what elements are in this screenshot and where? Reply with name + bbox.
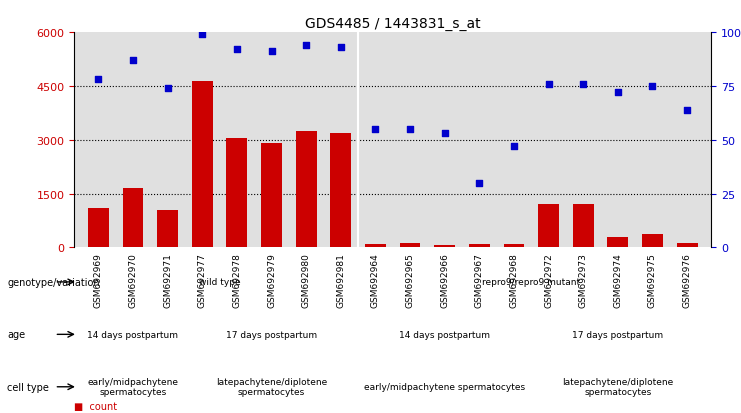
Bar	[399, 244, 420, 248]
Bar	[261, 144, 282, 248]
Text: ■  count: ■ count	[74, 401, 117, 411]
Bar	[642, 234, 663, 248]
Bar	[677, 243, 697, 248]
Bar	[538, 205, 559, 248]
Text: cell type: cell type	[7, 382, 50, 392]
Point	[93, 77, 104, 83]
Point	[404, 126, 416, 133]
Bar	[88, 209, 109, 248]
Point	[265, 49, 277, 56]
Bar	[573, 205, 594, 248]
Bar	[504, 244, 525, 248]
Bar	[330, 133, 351, 248]
Bar	[608, 237, 628, 248]
Point	[162, 85, 173, 92]
Bar	[469, 244, 490, 248]
Point	[370, 126, 382, 133]
Point	[542, 81, 554, 88]
Point	[612, 90, 624, 97]
Point	[473, 180, 485, 187]
Point	[647, 83, 659, 90]
Text: early/midpachytene spermatocytes: early/midpachytene spermatocytes	[364, 382, 525, 392]
Point	[231, 47, 243, 54]
Point	[681, 107, 693, 114]
Point	[127, 58, 139, 64]
Text: repro9/repro9 mutant: repro9/repro9 mutant	[482, 278, 580, 287]
Point	[577, 81, 589, 88]
Text: latepachytene/diplotene
spermatocytes: latepachytene/diplotene spermatocytes	[562, 377, 674, 396]
Bar	[434, 245, 455, 248]
Bar	[365, 244, 386, 248]
Point	[439, 131, 451, 137]
Text: genotype/variation: genotype/variation	[7, 277, 100, 287]
Bar	[296, 131, 316, 248]
Point	[196, 32, 208, 38]
Text: 17 days postpartum: 17 days postpartum	[226, 330, 317, 339]
Bar	[227, 139, 247, 248]
Text: 14 days postpartum: 14 days postpartum	[399, 330, 491, 339]
Point	[508, 144, 520, 150]
Title: GDS4485 / 1443831_s_at: GDS4485 / 1443831_s_at	[305, 17, 481, 31]
Text: latepachytene/diplotene
spermatocytes: latepachytene/diplotene spermatocytes	[216, 377, 327, 396]
Point	[300, 43, 312, 49]
Text: early/midpachytene
spermatocytes: early/midpachytene spermatocytes	[87, 377, 179, 396]
Bar	[157, 210, 178, 248]
Text: 14 days postpartum: 14 days postpartum	[87, 330, 179, 339]
Bar	[122, 189, 143, 248]
Text: 17 days postpartum: 17 days postpartum	[572, 330, 663, 339]
Bar	[192, 81, 213, 248]
Text: age: age	[7, 330, 25, 339]
Text: wild type: wild type	[199, 278, 240, 287]
Point	[335, 45, 347, 51]
